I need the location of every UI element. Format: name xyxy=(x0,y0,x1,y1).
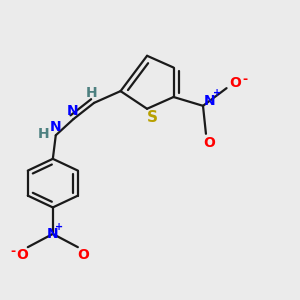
Text: S: S xyxy=(147,110,158,125)
Text: N: N xyxy=(50,120,61,134)
Text: +: + xyxy=(55,222,63,233)
Text: O: O xyxy=(16,248,28,262)
Text: +: + xyxy=(213,88,221,98)
Text: N: N xyxy=(67,104,79,118)
Text: O: O xyxy=(229,76,241,90)
Text: H: H xyxy=(85,86,97,100)
Text: -: - xyxy=(242,73,248,86)
Text: H: H xyxy=(38,127,50,141)
Text: N: N xyxy=(204,94,215,107)
Text: O: O xyxy=(203,136,215,150)
Text: -: - xyxy=(10,245,15,258)
Text: N: N xyxy=(47,227,58,241)
Text: O: O xyxy=(77,248,89,262)
